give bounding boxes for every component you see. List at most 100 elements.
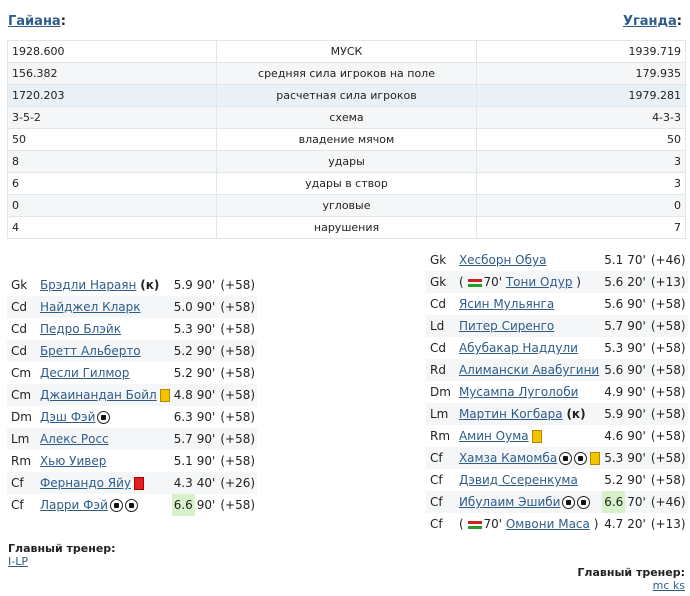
player-cell: Хью Уивер bbox=[33, 450, 172, 472]
player-bonus: (+58) bbox=[217, 406, 258, 428]
player-bonus: (+46) bbox=[647, 249, 688, 271]
player-bonus: (+26) bbox=[217, 472, 258, 494]
player-bonus: (+13) bbox=[647, 513, 688, 535]
player-position: Cd bbox=[426, 337, 453, 359]
stat-home-value: 8 bbox=[7, 150, 217, 173]
player-name-link[interactable]: Найджел Кларк bbox=[39, 300, 141, 314]
player-rating: 5.2 bbox=[171, 340, 195, 362]
goal-ball-icon bbox=[124, 499, 138, 512]
player-name-link[interactable]: Тони Одур bbox=[505, 275, 573, 289]
player-bonus: (+58) bbox=[217, 428, 258, 450]
player-rating: 4.6 bbox=[602, 425, 626, 447]
player-rating: 6.3 bbox=[171, 406, 195, 428]
stat-away-value: 3 bbox=[476, 150, 686, 173]
home-team-colon: : bbox=[60, 14, 66, 29]
player-name-link[interactable]: Питер Сиренго bbox=[458, 319, 555, 333]
away-team-link[interactable]: Уганда bbox=[622, 14, 677, 29]
player-position: Cf bbox=[426, 491, 453, 513]
player-row: Cf( 70' Омвони Маса ) 4.7 20' (+13) bbox=[426, 513, 688, 535]
player-rating: 5.1 bbox=[171, 450, 195, 472]
player-name-link[interactable]: Педро Блэйк bbox=[39, 322, 121, 336]
captain-mark: (к) bbox=[140, 278, 160, 292]
player-name-link[interactable]: Ясин Мульянга bbox=[458, 297, 555, 311]
player-minutes: 90' bbox=[194, 384, 218, 406]
player-name-link[interactable]: Дэш Фэй bbox=[39, 410, 96, 424]
player-position: Cf bbox=[426, 469, 453, 491]
player-cell: Питер Сиренго bbox=[452, 315, 603, 337]
stat-label: средняя сила игроков на поле bbox=[216, 62, 477, 85]
player-name-link[interactable]: Алимански Авабугини bbox=[458, 363, 600, 377]
player-name-link[interactable]: Фернандо Яйу bbox=[39, 476, 132, 490]
player-minutes: 90' bbox=[194, 362, 218, 384]
player-name-link[interactable]: Бретт Альберто bbox=[39, 344, 141, 358]
player-position: Cf bbox=[426, 513, 453, 535]
player-name-link[interactable]: Абубакар Наддули bbox=[458, 341, 578, 355]
player-rating: 5.1 bbox=[602, 249, 626, 271]
player-name-link[interactable]: Ибулаим Эшиби bbox=[458, 495, 561, 509]
player-cell: ( 70' Омвони Маса ) bbox=[452, 513, 603, 535]
player-rating: 4.7 bbox=[602, 513, 626, 535]
stat-away-value: 50 bbox=[476, 128, 686, 151]
player-rating: 5.9 bbox=[602, 403, 626, 425]
player-cell: Хамза Камомба bbox=[452, 447, 603, 469]
away-team-colon: : bbox=[676, 14, 682, 29]
player-position: Dm bbox=[426, 381, 453, 403]
player-minutes: 90' bbox=[625, 469, 648, 491]
player-minutes: 90' bbox=[625, 315, 648, 337]
player-name-link[interactable]: Брэдли Нараян bbox=[39, 278, 137, 292]
player-bonus: (+58) bbox=[217, 450, 258, 472]
stat-home-value: 1720.203 bbox=[7, 84, 217, 107]
stat-label: нарушения bbox=[216, 216, 477, 239]
player-cell: Педро Блэйк bbox=[33, 318, 172, 340]
player-cell: Абубакар Наддули bbox=[452, 337, 603, 359]
home-team-link[interactable]: Гайана bbox=[8, 14, 61, 29]
player-bonus: (+58) bbox=[647, 359, 688, 381]
player-cell: Десли Гилмор bbox=[33, 362, 172, 384]
player-name-link[interactable]: Алекс Росс bbox=[39, 432, 109, 446]
player-bonus: (+58) bbox=[217, 362, 258, 384]
player-name-link[interactable]: Дэвид Ссеренкума bbox=[458, 473, 578, 487]
player-bonus: (+58) bbox=[217, 340, 258, 362]
player-name-link[interactable]: Джаинандан Бойл bbox=[39, 388, 157, 402]
player-name-link[interactable]: Хью Уивер bbox=[39, 454, 107, 468]
player-position: Cd bbox=[7, 318, 34, 340]
player-position: Cd bbox=[7, 340, 34, 362]
player-cell: Дэш Фэй bbox=[33, 406, 172, 428]
player-row: Rd Алимански Авабугини 5.6 90' (+58) bbox=[426, 359, 688, 381]
player-minutes: 20' bbox=[625, 513, 648, 535]
stat-label: удары в створ bbox=[216, 172, 477, 195]
away-coach-link[interactable]: mc ks bbox=[652, 579, 685, 592]
substitution-minute: 70' bbox=[483, 517, 503, 531]
stat-home-value: 4 bbox=[7, 216, 217, 239]
home-coach-label: Главный тренер: bbox=[8, 542, 116, 555]
player-minutes: 90' bbox=[194, 340, 218, 362]
player-rating: 5.2 bbox=[602, 469, 626, 491]
stats-row: 8 удары 3 bbox=[7, 150, 686, 173]
player-name-link[interactable]: Десли Гилмор bbox=[39, 366, 130, 380]
player-position: Rm bbox=[7, 450, 34, 472]
player-row: Rm Хью Уивер 5.1 90' (+58) bbox=[7, 450, 258, 472]
player-position: Gk bbox=[426, 271, 453, 293]
player-cell: Ясин Мульянга bbox=[452, 293, 603, 315]
home-team-header: Гайана: bbox=[8, 14, 66, 29]
player-name-link[interactable]: Мусампа Луголоби bbox=[458, 385, 579, 399]
player-name-link[interactable]: Хесборн Обуа bbox=[458, 253, 547, 267]
player-minutes: 90' bbox=[194, 494, 218, 516]
player-name-link[interactable]: Омвони Маса bbox=[505, 517, 590, 531]
stat-home-value: 6 bbox=[7, 172, 217, 195]
player-row: Cd Бретт Альберто 5.2 90' (+58) bbox=[7, 340, 258, 362]
player-bonus: (+58) bbox=[647, 425, 688, 447]
player-minutes: 90' bbox=[194, 274, 218, 296]
player-name-link[interactable]: Амин Оума bbox=[458, 429, 529, 443]
stat-away-value: 179.935 bbox=[476, 62, 686, 85]
home-coach-link[interactable]: I-LP bbox=[8, 555, 28, 568]
stats-row: 156.382 средняя сила игроков на поле 179.9… bbox=[7, 62, 686, 85]
player-name-link[interactable]: Мартин Когбара bbox=[458, 407, 563, 421]
player-name-link[interactable]: Хамза Камомба bbox=[458, 451, 558, 465]
player-minutes: 70' bbox=[625, 491, 648, 513]
player-name-link[interactable]: Ларри Фэй bbox=[39, 498, 108, 512]
player-rating: 4.8 bbox=[171, 384, 195, 406]
player-cell: Алимански Авабугини bbox=[452, 359, 603, 381]
away-lineup-table: Gk Хесборн Обуа 5.1 70' (+46) Gk( 70' Тони Од… bbox=[426, 249, 688, 535]
player-row: Cf Ларри Фэй 6.6 90' (+58) bbox=[7, 494, 258, 516]
